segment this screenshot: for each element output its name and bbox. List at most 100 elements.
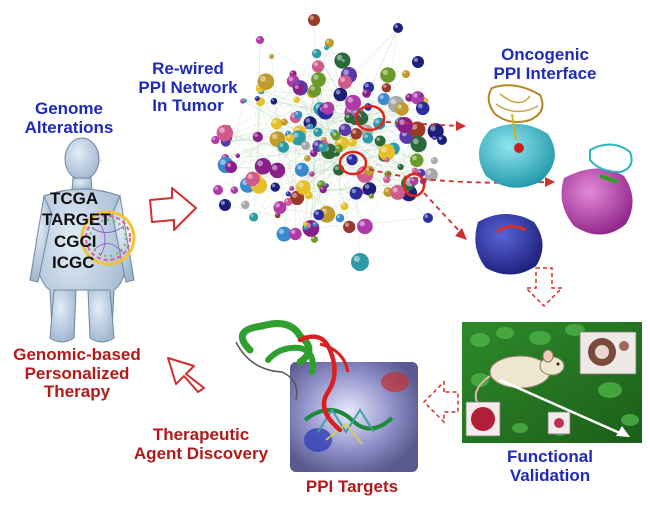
rewired-label-line: Re-wired — [152, 59, 224, 78]
network-node — [338, 75, 352, 90]
network-node — [290, 130, 306, 146]
network-node-highlight — [271, 164, 278, 171]
network-node — [334, 144, 344, 153]
network-node — [335, 213, 345, 223]
network-node — [310, 149, 318, 157]
network-node — [338, 123, 352, 137]
network-node-highlight — [313, 74, 319, 80]
network-node-highlight — [320, 186, 324, 190]
network-node — [423, 213, 433, 223]
network-edge — [228, 127, 306, 225]
network-edge — [339, 195, 372, 219]
network-node-highlight — [363, 90, 367, 94]
network-node-highlight — [343, 69, 349, 76]
network-node — [285, 133, 295, 143]
progression-arrow-head — [616, 426, 630, 437]
network-node-highlight — [311, 150, 314, 154]
network-node — [285, 191, 291, 197]
genome-circos-icon — [80, 210, 136, 266]
network-node-highlight — [332, 132, 337, 136]
network-node — [393, 23, 403, 33]
network-node-highlight — [285, 199, 289, 202]
network-edge — [224, 204, 315, 225]
network-node — [395, 102, 409, 116]
network-node — [377, 93, 390, 106]
network-node — [362, 132, 374, 144]
network-node — [402, 70, 411, 79]
network-node — [302, 221, 308, 227]
rewired-label-line: In Tumor — [152, 96, 224, 116]
human-figure-icon — [29, 137, 135, 343]
network-node-highlight — [305, 118, 311, 123]
protein-structure-magenta-icon — [561, 143, 633, 235]
network-node — [289, 190, 305, 206]
network-node-highlight — [431, 158, 435, 161]
network-node-highlight — [306, 125, 308, 128]
interface-arrow-heads — [455, 121, 555, 240]
network-node — [362, 89, 371, 98]
network-node-highlight — [269, 54, 272, 57]
network-node — [357, 218, 373, 235]
network-node — [225, 161, 238, 174]
mouse-icon — [474, 349, 565, 405]
network-node-highlight — [294, 97, 297, 100]
network-node — [331, 131, 341, 141]
network-node-highlight — [310, 85, 315, 91]
network-node — [432, 135, 437, 141]
network-node — [254, 157, 272, 175]
network-edge — [253, 90, 262, 218]
database-tcga: TCGA — [50, 189, 99, 208]
network-node — [289, 185, 295, 191]
network-node — [311, 48, 322, 59]
network-highlight-circles — [338, 104, 426, 198]
network-node-highlight — [336, 215, 340, 219]
network-node — [415, 101, 430, 116]
network-node — [312, 221, 318, 227]
network-node-highlight — [308, 124, 311, 127]
network-node-highlight — [303, 222, 306, 224]
network-node — [362, 182, 377, 196]
network-edge — [224, 88, 299, 134]
network-node-highlight — [314, 141, 319, 146]
network-node — [310, 235, 319, 243]
network-node-highlight — [297, 164, 302, 170]
network-node-highlight — [226, 162, 232, 168]
network-node — [343, 220, 356, 234]
network-node-highlight — [351, 188, 357, 194]
network-node-highlight — [212, 137, 216, 141]
therapeutic-label-line: Agent Discovery — [133, 443, 269, 463]
network-node — [293, 83, 305, 95]
interface-dashed-arrows — [368, 121, 547, 235]
network-node — [219, 199, 231, 211]
network-node — [437, 135, 447, 145]
network-node — [346, 154, 358, 166]
network-node — [309, 171, 315, 177]
protein-structure-navy-icon — [475, 214, 543, 275]
network-node — [211, 136, 220, 145]
network-node-highlight — [319, 144, 323, 148]
network-edge — [336, 135, 429, 219]
network-edge — [279, 207, 319, 215]
network-node-highlight — [398, 164, 401, 167]
network-node-highlight — [411, 123, 418, 130]
network-node — [307, 123, 314, 130]
personalized-therapy-label: Genomic-based Personalized Therapy — [2, 345, 152, 402]
network-node-highlight — [278, 228, 285, 235]
database-icgc: ICGC — [52, 252, 95, 272]
network-edge — [247, 98, 258, 186]
network-node — [340, 202, 349, 211]
network-edge — [305, 27, 399, 228]
network-node — [390, 185, 406, 200]
network-node — [333, 87, 348, 102]
network-node — [411, 167, 418, 174]
network-node — [293, 96, 300, 104]
network-node — [289, 227, 302, 241]
rewired-network-label: Re-wired PPI Network In Tumor — [128, 59, 248, 116]
network-node-highlight — [236, 154, 238, 156]
network-node-highlight — [243, 99, 245, 101]
network-node-highlight — [242, 201, 246, 205]
network-node-highlight — [364, 83, 369, 88]
network-node — [308, 84, 322, 97]
network-node — [269, 53, 274, 59]
network-node-highlight — [303, 226, 306, 228]
